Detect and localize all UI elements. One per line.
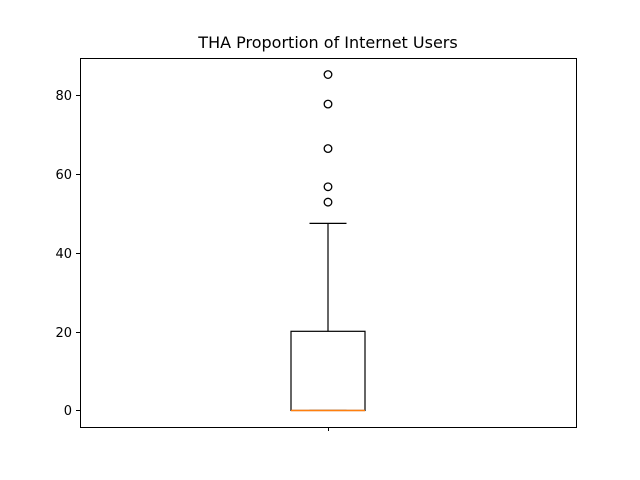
y-tick-label: 40: [55, 247, 72, 262]
outlier-point: [323, 182, 333, 192]
outlier-point: [323, 197, 333, 207]
y-tick-label: 20: [55, 326, 72, 341]
y-axis: 0 20 40 60 80: [55, 89, 80, 419]
outlier-point: [323, 70, 333, 79]
box-group: [290, 70, 366, 412]
outlier-point: [323, 144, 333, 154]
y-tick-label: 80: [55, 89, 72, 104]
y-tick-label: 0: [64, 404, 72, 419]
box-iqr: [290, 330, 366, 412]
chart-title: THA Proportion of Internet Users: [198, 33, 458, 52]
y-tick-label: 60: [55, 168, 72, 183]
outlier-point: [323, 99, 333, 109]
